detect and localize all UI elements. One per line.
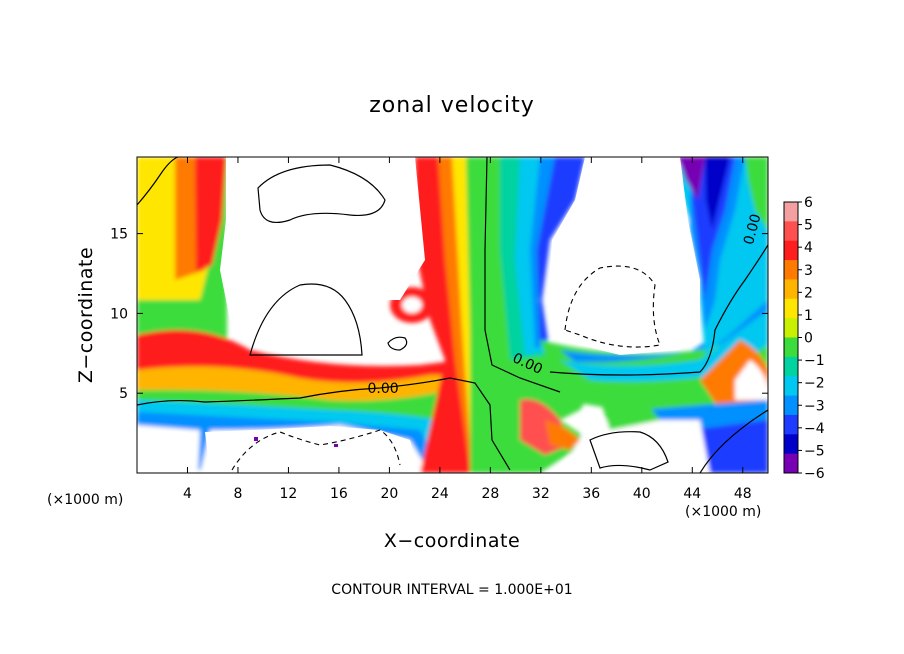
colorbar-label: 5: [804, 218, 813, 234]
y-axis-ticks: 5 10 15: [110, 227, 768, 402]
contour-interval-footer: CONTOUR INTERVAL = 1.000E+01: [331, 582, 572, 598]
x-tick-label: 36: [582, 486, 600, 502]
colorbar-swatch: [784, 279, 798, 300]
colorbar-label: 1: [804, 308, 813, 324]
colorbar-label: 6: [804, 195, 813, 211]
colorbar-label: −4: [804, 421, 825, 437]
colorbar-label: −2: [804, 376, 825, 392]
colorbar-label: −6: [804, 466, 825, 482]
colorbar-label: 0: [804, 331, 813, 347]
colorbar-swatch: [784, 434, 798, 455]
y-tick-label: 15: [110, 227, 128, 243]
colorbar-swatch: [784, 202, 798, 222]
chart-title: zonal velocity: [369, 93, 535, 118]
velocity-field: 0.000.000.00: [137, 157, 768, 473]
x-unit-right: (×1000 m): [685, 504, 761, 520]
x-unit-left: (×1000 m): [47, 492, 123, 508]
contour-label: 0.00: [741, 212, 765, 246]
x-tick-label: 8: [233, 486, 242, 502]
colorbar-label: −3: [804, 398, 825, 414]
y-tick-label: 10: [110, 306, 128, 322]
y-tick-label: 5: [119, 386, 128, 402]
x-axis-label: X−coordinate: [384, 530, 520, 552]
x-tick-label: 44: [683, 486, 701, 502]
colorbar-swatch: [784, 337, 798, 358]
colorbar-swatch: [784, 240, 798, 261]
colorbar-swatch: [784, 298, 798, 319]
colorbar-label: −1: [804, 353, 825, 369]
colorbar-label: 3: [804, 263, 813, 279]
x-tick-label: 24: [431, 486, 449, 502]
x-tick-label: 32: [532, 486, 550, 502]
x-tick-label: 48: [734, 486, 752, 502]
colorbar-swatch: [784, 221, 798, 242]
colorbar-swatch: [784, 395, 798, 416]
x-tick-label: 28: [481, 486, 499, 502]
contour-label: 0.00: [368, 381, 399, 397]
colorbar-swatch: [784, 453, 798, 474]
plot-frame: [136, 156, 769, 474]
colorbar-swatch: [784, 260, 798, 280]
colorbar-swatch: [784, 376, 798, 396]
x-tick-label: 12: [280, 486, 298, 502]
x-tick-label: 4: [183, 486, 192, 502]
x-axis-ticks: 4 8 12 16 20 24 28 32 36 40 44 48: [183, 157, 752, 502]
colorbar-swatch: [784, 318, 798, 338]
colorbar-swatch: [784, 414, 798, 435]
colorbar-label: 2: [804, 285, 813, 301]
colorbar-label: 4: [804, 240, 813, 256]
colorbar-label: −5: [804, 443, 825, 459]
colorbar-swatch: [784, 356, 798, 377]
x-tick-label: 40: [633, 486, 651, 502]
x-tick-label: 20: [380, 486, 398, 502]
x-tick-label: 16: [330, 486, 348, 502]
colorbar: 6 5 4 3 2 1 0 −1 −2 −3 −4 −5 −6: [783, 195, 825, 482]
y-axis-label: Z−coordinate: [75, 247, 97, 383]
